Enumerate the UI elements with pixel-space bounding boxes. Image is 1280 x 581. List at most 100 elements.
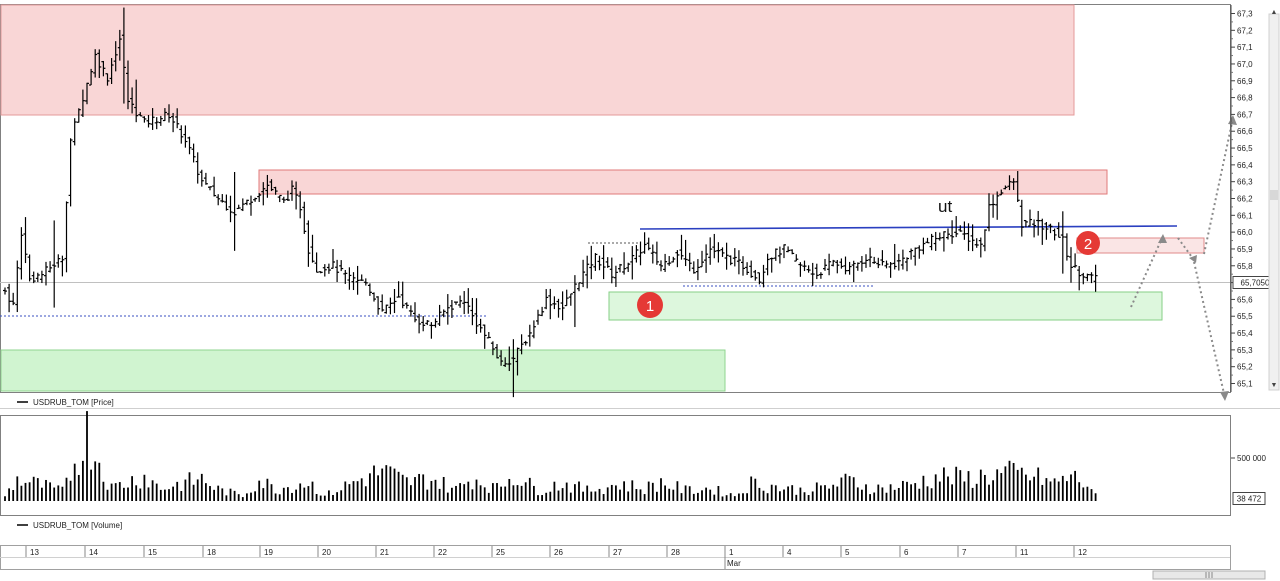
- volume-bar: [479, 485, 482, 501]
- price-bar: [720, 247, 725, 257]
- volume-bar: [1016, 469, 1019, 501]
- volume-bar: [795, 494, 798, 501]
- demand-zone-bottom[interactable]: [0, 349, 726, 392]
- volume-bar: [32, 476, 35, 501]
- volume-bar: [606, 487, 609, 501]
- volume-bar: [180, 491, 183, 501]
- price-bar: [490, 341, 495, 356]
- price-bar: [1089, 272, 1094, 284]
- price-bar: [105, 73, 110, 86]
- volume-bar: [602, 494, 605, 501]
- horizontal-scrollbar[interactable]: [1152, 570, 1266, 580]
- volume-bar: [291, 492, 293, 501]
- price-bar: [277, 194, 282, 203]
- volume-bar: [943, 467, 945, 501]
- price-bar: [97, 49, 102, 79]
- volume-bar: [172, 486, 174, 501]
- projection-arrow-up-long[interactable]: [1203, 117, 1234, 255]
- price-bar: [1044, 221, 1049, 240]
- price-bar: [400, 281, 405, 309]
- volume-bar: [393, 468, 396, 501]
- volume-bar: [557, 490, 560, 501]
- price-bar: [1011, 178, 1016, 190]
- price-bar: [343, 269, 348, 284]
- volume-bar: [959, 470, 962, 501]
- price-bar: [581, 259, 586, 288]
- price-bar: [974, 238, 979, 248]
- volume-bar: [139, 488, 142, 501]
- scroll-up-icon[interactable]: ▲: [1271, 9, 1278, 16]
- volume-bar: [1029, 480, 1031, 501]
- price-bar: [913, 247, 918, 266]
- volume-bar: [405, 477, 408, 501]
- date-label: 7: [962, 548, 967, 557]
- price-bar: [872, 256, 877, 264]
- supply-zone-top[interactable]: [0, 4, 1075, 116]
- date-label: 19: [264, 548, 273, 557]
- projection-arrow-down-long[interactable]: [1193, 261, 1226, 399]
- price-bar: [1073, 253, 1078, 268]
- volume-bar: [672, 489, 675, 501]
- legend-volume: USDRUB_TOM [Volume]: [17, 521, 122, 530]
- volume-bar: [364, 486, 367, 501]
- price-bar: [638, 241, 643, 266]
- legend-volume-label: USDRUB_TOM [Volume]: [33, 521, 122, 530]
- legend-price: USDRUB_TOM [Price]: [17, 398, 114, 407]
- price-bar: [134, 79, 139, 123]
- volume-bar: [36, 478, 39, 501]
- volume-bar: [282, 487, 285, 501]
- price-bar: [228, 195, 233, 223]
- price-bar: [814, 263, 819, 280]
- price-bar: [732, 248, 737, 267]
- volume-bar: [774, 485, 777, 501]
- volume-bar: [1049, 481, 1052, 501]
- price-tick-label: 67,3: [1237, 10, 1253, 19]
- volume-bar: [106, 489, 109, 501]
- volume-bar: [721, 496, 724, 501]
- price-bars: [3, 7, 1098, 398]
- price-bar: [285, 190, 290, 202]
- volume-bar: [246, 493, 248, 501]
- price-bar: [728, 255, 733, 266]
- resistance-line[interactable]: [639, 225, 1178, 230]
- price-bar: [437, 304, 442, 326]
- supply-zone-middle[interactable]: [258, 169, 1108, 195]
- volume-bar: [873, 492, 876, 501]
- price-tick-label: 65,5: [1237, 312, 1253, 321]
- date-axis: 13 14 15 18 19 20 21 22 25 26 27 28 1 4 5 6 7 11 12: [25, 546, 1087, 569]
- price-bar: [909, 248, 914, 260]
- volume-bar: [188, 472, 191, 501]
- volume-bar: [701, 490, 703, 501]
- vertical-scrollbar[interactable]: ▲ ▼: [1268, 9, 1280, 391]
- marker-1[interactable]: 1: [637, 292, 663, 318]
- scroll-down-icon[interactable]: ▼: [1271, 382, 1278, 389]
- price-bar: [634, 245, 639, 263]
- price-bar: [695, 259, 700, 281]
- volume-bar: [127, 487, 129, 501]
- price-bar: [425, 320, 430, 326]
- volume-bar: [647, 481, 650, 501]
- marker-2[interactable]: 2: [1076, 231, 1100, 255]
- volume-bar: [504, 486, 507, 501]
- price-tick-label: 66,5: [1237, 144, 1253, 153]
- volume-bar: [963, 481, 966, 501]
- price-bar: [1036, 210, 1041, 236]
- demand-zone-right[interactable]: [608, 291, 1163, 321]
- volume-bar: [360, 478, 363, 501]
- volume-bar: [131, 476, 133, 501]
- price-bar: [302, 201, 307, 234]
- volume-bar: [192, 484, 195, 501]
- price-bar: [314, 252, 319, 273]
- volume-bar: [77, 474, 80, 501]
- volume-bar: [639, 489, 642, 501]
- volume-bar: [114, 483, 117, 501]
- price-bar: [683, 239, 688, 267]
- vertical-scroll-thumb[interactable]: [1270, 190, 1278, 200]
- price-bar: [462, 291, 467, 315]
- price-bar: [609, 257, 614, 284]
- price-tick-label: 66,7: [1237, 110, 1253, 119]
- price-bar: [1003, 185, 1008, 190]
- price-bar: [458, 295, 463, 308]
- volume-bar: [123, 487, 125, 501]
